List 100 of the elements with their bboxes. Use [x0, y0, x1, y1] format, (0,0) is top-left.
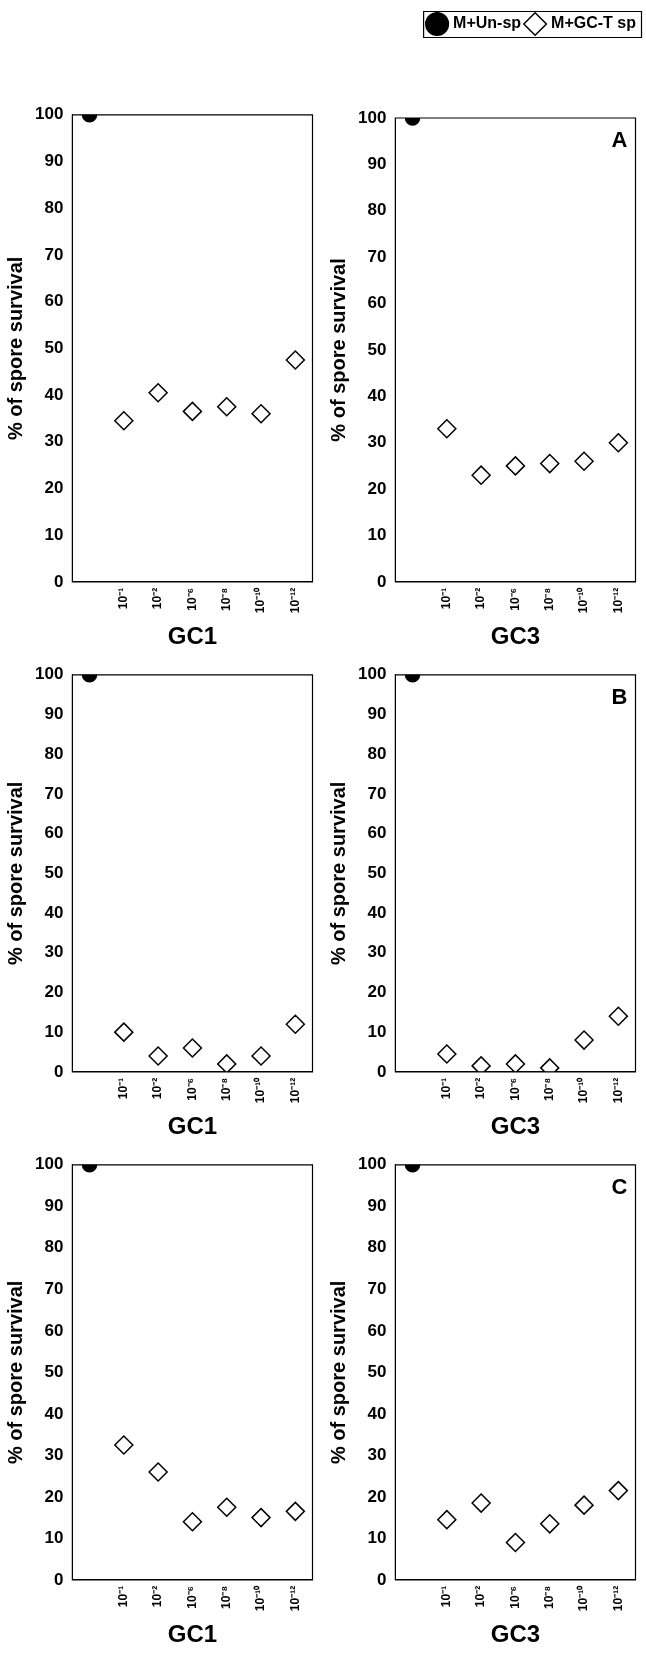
y-tick-label: 80 [44, 1237, 64, 1257]
x-tick-label: 10⁻⁶ [507, 1585, 522, 1609]
point [148, 382, 168, 403]
point [148, 1046, 168, 1066]
y-tick-label: 100 [34, 104, 64, 124]
y-tick-label: 80 [367, 1237, 387, 1257]
legend-label: M+Un-sp [453, 14, 522, 32]
point [148, 1462, 168, 1482]
y-tick-label: 40 [44, 384, 64, 404]
x-tick-label: 10⁻¹ [116, 587, 131, 610]
point [539, 453, 560, 474]
annotation: B [611, 683, 628, 709]
y-tick-label: 50 [367, 863, 387, 883]
x-axis-title: GC3 [490, 1112, 541, 1140]
y-tick-label: 10 [44, 1528, 64, 1548]
point [251, 1507, 271, 1528]
point [608, 1006, 629, 1027]
annotation: C [611, 1173, 628, 1199]
y-tick-label: 0 [53, 571, 64, 591]
y-axis-title: % of spore survival [326, 781, 349, 966]
y-axis-title: % of spore survival [3, 256, 26, 441]
y-tick-label: 40 [44, 1403, 64, 1423]
x-tick-label: 10⁻⁸ [219, 1077, 234, 1101]
y-axis-title: % of spore survival [326, 1280, 349, 1465]
x-axis-title: GC3 [490, 1620, 541, 1648]
y-tick-label: 10 [367, 525, 387, 545]
x-tick-label: 10⁻⁶ [507, 1077, 522, 1101]
y-tick-label: 70 [367, 246, 387, 266]
legend-label: M+GC-T sp [551, 14, 637, 32]
y-tick-label: 90 [367, 704, 387, 724]
x-tick-label: 10⁻⁸ [219, 1585, 234, 1609]
point [182, 1512, 203, 1532]
y-axis-title: % of spore survival [3, 1280, 26, 1465]
x-tick-label: 10⁻¹² [610, 1077, 625, 1104]
y-tick-label: 80 [44, 743, 64, 763]
y-tick-label: 70 [367, 1279, 387, 1298]
y-tick-label: 30 [367, 1445, 387, 1465]
y-tick-label: 60 [367, 1320, 387, 1340]
point [505, 1054, 526, 1072]
x-tick-label: 10⁻⁸ [219, 587, 234, 611]
x-tick-label: 10⁻¹ [439, 587, 454, 610]
y-tick-label: 0 [376, 1569, 387, 1589]
x-axis-title: GC1 [167, 622, 218, 650]
point [505, 1532, 526, 1553]
y-tick-label: 40 [367, 386, 387, 405]
point [471, 1056, 491, 1072]
y-tick-label: 30 [367, 432, 387, 452]
y-tick-label: 60 [44, 291, 64, 311]
y-tick-label: 90 [44, 1195, 64, 1215]
point [608, 1480, 629, 1501]
x-tick-label: 10⁻¹⁰ [576, 1076, 591, 1104]
point [437, 419, 457, 439]
x-axis-title: GC1 [167, 1620, 218, 1648]
y-tick-label: 0 [376, 1061, 387, 1081]
y-tick-label: 30 [44, 942, 64, 962]
y-tick-label: 0 [53, 1061, 64, 1081]
y-axis-title: % of spore survival [326, 258, 349, 442]
x-tick-label: 10⁻¹² [610, 1585, 625, 1612]
y-tick-label: 90 [44, 151, 64, 171]
y-tick-label: 20 [44, 1486, 64, 1506]
x-tick-label: 10⁻¹⁰ [253, 586, 268, 614]
x-tick-label: 10⁻² [473, 1077, 488, 1100]
x-tick-label: 10⁻² [150, 1585, 165, 1608]
x-axis-title: GC3 [490, 622, 541, 650]
x-tick-label: 10⁻¹⁰ [576, 1584, 591, 1612]
point [285, 1501, 306, 1522]
x-tick-label: 10⁻² [473, 587, 488, 610]
y-axis-title: % of spore survival [3, 781, 26, 966]
point [539, 1514, 560, 1534]
point [182, 1038, 203, 1058]
x-tick-label: 10⁻⁸ [542, 587, 557, 611]
y-tick-label: 20 [367, 478, 387, 498]
x-tick-label: 10⁻⁶ [184, 587, 199, 611]
y-tick-label: 20 [367, 982, 387, 1002]
y-tick-label: 20 [44, 478, 64, 498]
point [471, 465, 491, 485]
point [216, 1054, 237, 1072]
y-tick-label: 30 [44, 1445, 64, 1465]
y-tick-label: 40 [367, 1403, 387, 1423]
y-tick-label: 30 [44, 431, 64, 451]
y-tick-label: 50 [44, 338, 64, 358]
y-tick-label: 90 [44, 704, 64, 724]
y-tick-label: 10 [44, 1021, 64, 1041]
point [471, 1493, 491, 1513]
y-tick-label: 100 [34, 664, 64, 684]
x-tick-label: 10⁻¹² [610, 587, 625, 614]
y-tick-label: 50 [367, 1362, 387, 1382]
x-tick-label: 10⁻¹⁰ [576, 586, 591, 614]
y-tick-label: 100 [357, 107, 387, 127]
y-tick-label: 40 [44, 902, 64, 922]
x-tick-label: 10⁻¹² [287, 587, 302, 614]
x-tick-label: 10⁻² [473, 1585, 488, 1608]
point [574, 451, 594, 471]
y-tick-label: 40 [367, 902, 387, 922]
y-tick-label: 10 [367, 1021, 387, 1041]
y-tick-label: 100 [34, 1154, 64, 1174]
y-tick-label: 50 [44, 863, 64, 883]
x-tick-label: 10⁻⁶ [507, 587, 522, 611]
y-tick-label: 90 [367, 1195, 387, 1215]
x-tick-label: 10⁻¹ [116, 1585, 131, 1608]
